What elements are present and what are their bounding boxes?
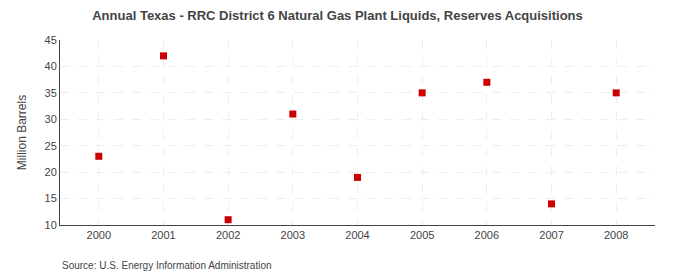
svg-text:25: 25 bbox=[45, 140, 57, 152]
svg-text:2002: 2002 bbox=[216, 229, 240, 241]
svg-text:45: 45 bbox=[45, 34, 57, 46]
svg-text:30: 30 bbox=[45, 113, 57, 125]
svg-text:2008: 2008 bbox=[604, 229, 628, 241]
svg-text:Source: U.S. Energy Informatio: Source: U.S. Energy Information Administ… bbox=[62, 260, 272, 271]
svg-text:20: 20 bbox=[45, 166, 57, 178]
svg-text:10: 10 bbox=[45, 219, 57, 231]
svg-text:2001: 2001 bbox=[151, 229, 175, 241]
svg-text:2007: 2007 bbox=[539, 229, 563, 241]
svg-text:Million Barrels: Million Barrels bbox=[15, 95, 29, 170]
svg-text:Annual Texas - RRC District 6: Annual Texas - RRC District 6 Natural Ga… bbox=[92, 8, 583, 23]
svg-text:35: 35 bbox=[45, 87, 57, 99]
svg-text:2000: 2000 bbox=[87, 229, 111, 241]
svg-text:2003: 2003 bbox=[281, 229, 305, 241]
svg-text:40: 40 bbox=[45, 60, 57, 72]
svg-text:2005: 2005 bbox=[410, 229, 434, 241]
svg-text:2006: 2006 bbox=[475, 229, 499, 241]
svg-text:15: 15 bbox=[45, 192, 57, 204]
svg-text:2004: 2004 bbox=[345, 229, 369, 241]
